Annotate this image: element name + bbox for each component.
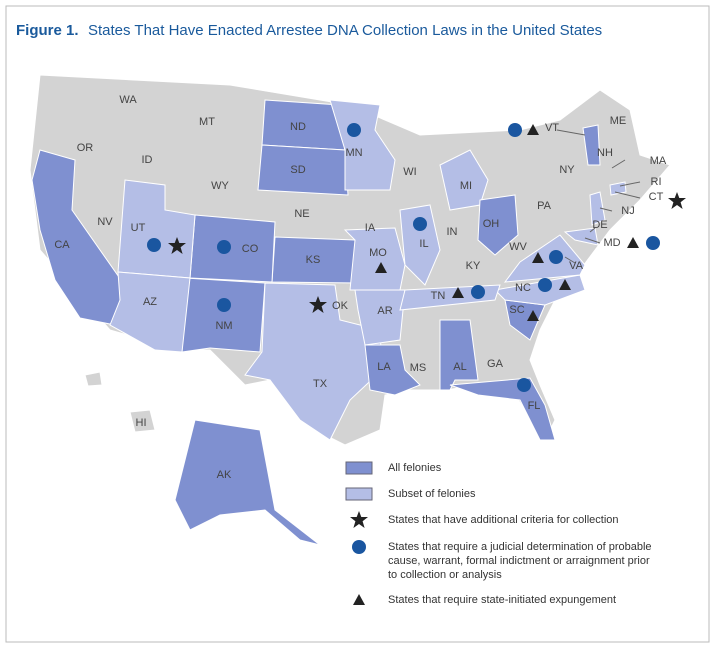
legend-text: Subset of felonies: [388, 488, 476, 500]
state-label: CO: [242, 243, 259, 255]
state-label: IL: [419, 238, 428, 250]
state-label: NC: [515, 282, 531, 294]
state-label: AK: [217, 469, 232, 481]
legend-text: States that have additional criteria for…: [388, 514, 619, 526]
state-label: MD: [603, 237, 620, 249]
legend-text: States that require state-initiated expu…: [388, 594, 616, 606]
state-label: HI: [136, 417, 147, 429]
state-label: UT: [131, 222, 146, 234]
state-label: MS: [410, 362, 427, 374]
state-label: OH: [483, 218, 500, 230]
state-label: IA: [365, 222, 376, 234]
state-label: ME: [610, 115, 627, 127]
legend: All felonies Subset of felonies States t…: [345, 461, 652, 606]
state-label: OK: [332, 300, 349, 312]
state-label: DE: [592, 219, 607, 231]
state-label: WY: [211, 180, 229, 192]
state-label: RI: [651, 176, 662, 188]
us-map: [29, 74, 671, 546]
state-label: NH: [597, 147, 613, 159]
legend-swatch: [345, 461, 373, 475]
state-label: OR: [77, 142, 94, 154]
state-label: VA: [569, 260, 584, 272]
legend-text: to collection or analysis: [388, 569, 502, 581]
state-label: VT: [545, 122, 559, 134]
state-label: AZ: [143, 296, 157, 308]
legend-text: cause, warrant, formal indictment or arr…: [388, 555, 650, 567]
state-label: PA: [537, 200, 552, 212]
frame: [5, 5, 710, 643]
state-label: WI: [403, 166, 416, 178]
state-label: LA: [377, 361, 391, 373]
state-label: IN: [447, 226, 458, 238]
state-label: MN: [345, 147, 362, 159]
state-label: NV: [97, 216, 113, 228]
state-label: AL: [453, 361, 466, 373]
state-label: AR: [377, 305, 392, 317]
state-label: NM: [215, 320, 232, 332]
figure-title: States That Have Enacted Arrestee DNA Co…: [88, 22, 602, 39]
state-label: NJ: [621, 205, 634, 217]
state-label: WA: [119, 94, 137, 106]
state-label: ND: [290, 121, 306, 133]
state-label: TX: [313, 378, 328, 390]
legend-text: All felonies: [388, 462, 442, 474]
state-label: NY: [559, 164, 575, 176]
state-label: WV: [509, 241, 527, 253]
state-labels: WA OR ID MT WY NV CA UT CO AZ NM ND SD NE KS OK TX MN IA MO…: [54, 94, 667, 481]
state-label: MA: [650, 155, 667, 167]
state-label: MO: [369, 247, 387, 259]
state-label: ID: [142, 154, 153, 166]
state-label: NE: [294, 208, 309, 220]
state-label: GA: [487, 358, 504, 370]
state-label: KY: [466, 260, 481, 272]
state-label: MT: [199, 116, 215, 128]
state-label: SD: [290, 164, 305, 176]
state-label: MI: [460, 180, 472, 192]
state-label: SC: [509, 304, 524, 316]
state-label: TN: [431, 290, 446, 302]
state-label: KS: [306, 254, 321, 266]
state-label: CA: [54, 239, 70, 251]
figure-label: Figure 1.: [16, 22, 79, 39]
state-label: CT: [649, 191, 664, 203]
legend-swatch: [345, 487, 373, 501]
markers: [147, 123, 686, 392]
legend-text: States that require a judicial determina…: [388, 541, 652, 553]
state-label: FL: [528, 400, 541, 412]
